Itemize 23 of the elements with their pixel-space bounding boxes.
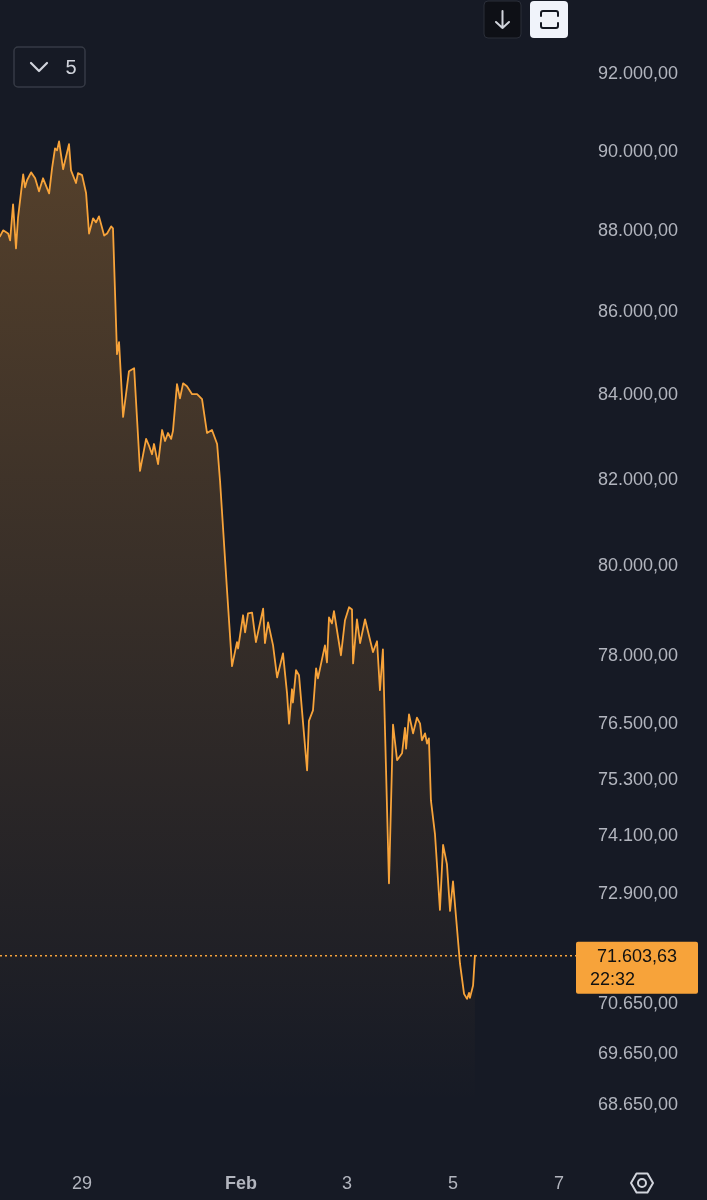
y-tick-label: 80.000,00 [597, 555, 679, 576]
y-tick-label: 78.000,00 [597, 644, 679, 665]
ref-line-label: 71.603,63 [596, 945, 678, 966]
y-tick-label: 74.100,00 [597, 825, 679, 846]
y-tick-label: 69.650,00 [597, 1043, 679, 1064]
y-tick-label: 84.000,00 [597, 383, 679, 404]
y-tick-label: 76.500,00 [597, 713, 679, 734]
y-tick-label: 82.000,00 [597, 468, 679, 489]
x-tick-label: 7 [553, 1173, 564, 1194]
text: 22:32 [590, 968, 636, 989]
y-tick-label: 92.000,00 [597, 63, 679, 84]
y-tick-label: 68.650,00 [597, 1094, 679, 1115]
x-tick-label: Feb [225, 1173, 258, 1194]
y-tick-label: 70.650,00 [597, 993, 679, 1014]
y-tick-label: 75.300,00 [597, 768, 679, 789]
annotation: 5 [65, 56, 77, 78]
x-tick-label: 29 [72, 1173, 93, 1194]
y-tick-label: 90.000,00 [597, 140, 679, 161]
x-tick-label: 3 [342, 1173, 353, 1194]
x-tick-label: 5 [448, 1173, 459, 1194]
y-tick-label: 72.900,00 [597, 882, 679, 903]
y-tick-label: 88.000,00 [597, 219, 679, 240]
y-tick-label: 86.000,00 [597, 300, 679, 321]
